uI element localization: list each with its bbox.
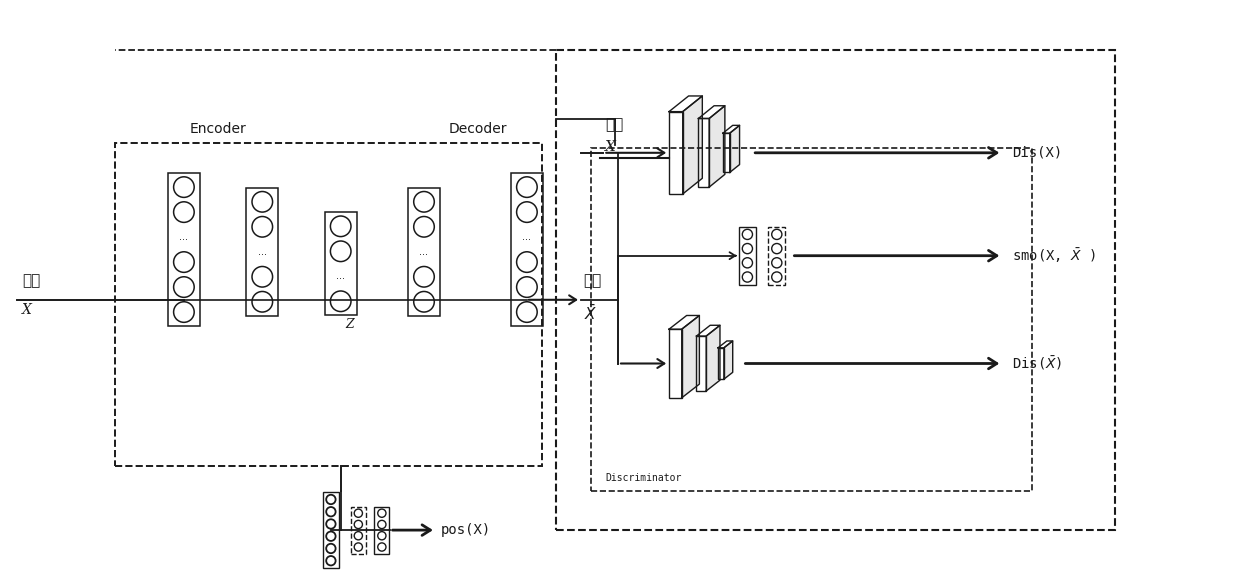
Text: Encoder: Encoder [190, 122, 247, 136]
Polygon shape [730, 125, 739, 172]
Bar [408, 187, 440, 316]
Polygon shape [707, 325, 720, 391]
Bar [670, 329, 682, 398]
Bar [325, 212, 357, 316]
Bar [769, 227, 785, 285]
Bar [698, 118, 709, 187]
Bar [697, 336, 707, 391]
Bar [115, 143, 542, 466]
Bar [167, 173, 200, 327]
Text: Dis(X): Dis(X) [1012, 146, 1063, 160]
Text: pos(X): pos(X) [440, 523, 491, 537]
Text: $\bar{X}$: $\bar{X}$ [584, 304, 598, 323]
Bar [322, 492, 339, 568]
Bar [351, 506, 366, 553]
Bar [590, 148, 1032, 491]
Text: ...: ... [336, 271, 345, 281]
Text: X: X [22, 303, 32, 317]
Bar [718, 348, 724, 379]
Text: Discriminator: Discriminator [605, 473, 682, 483]
Text: Dis($\bar{X}$): Dis($\bar{X}$) [1012, 354, 1063, 372]
Polygon shape [709, 106, 725, 187]
Bar [557, 50, 1115, 530]
Text: ...: ... [419, 246, 429, 257]
Polygon shape [683, 96, 702, 194]
Text: ...: ... [258, 246, 267, 257]
Text: Decoder: Decoder [449, 122, 507, 136]
Bar [739, 227, 756, 285]
Text: 手势: 手势 [22, 273, 41, 288]
Text: 手势: 手势 [605, 117, 624, 132]
Bar [246, 187, 279, 316]
Bar [670, 111, 683, 194]
Text: smo(X, $\bar{X}$ ): smo(X, $\bar{X}$ ) [1012, 246, 1096, 265]
Bar [723, 133, 730, 172]
Text: ...: ... [180, 232, 188, 242]
Polygon shape [724, 341, 733, 379]
Bar [511, 173, 543, 327]
Polygon shape [682, 316, 699, 398]
Text: X: X [605, 140, 616, 154]
Bar [374, 506, 389, 553]
Text: Z: Z [346, 318, 355, 331]
Text: ...: ... [522, 232, 532, 242]
Text: 手势: 手势 [584, 273, 601, 288]
